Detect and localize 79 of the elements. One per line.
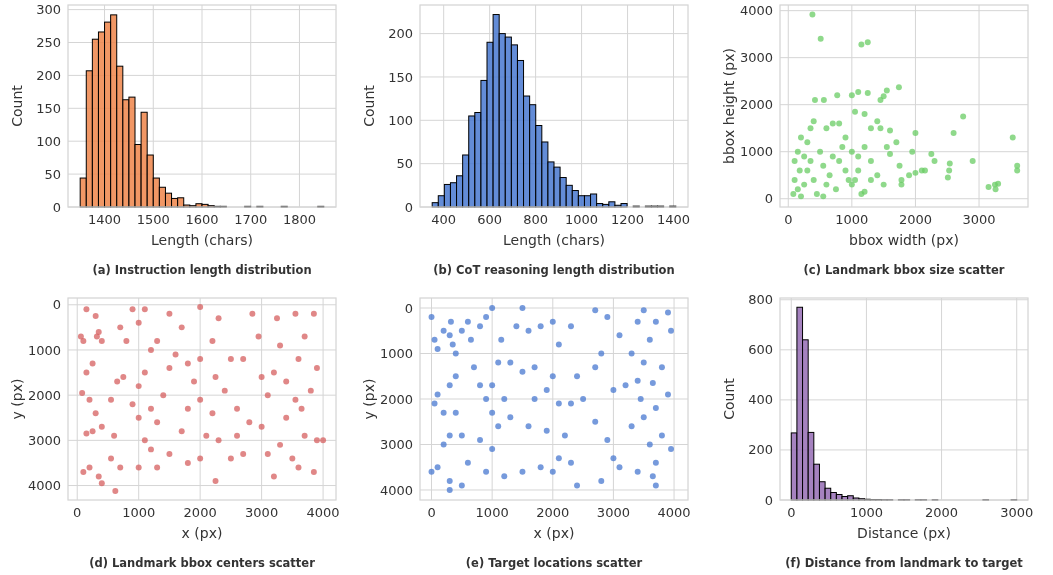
y-tick-label: 4000 — [739, 3, 773, 19]
x-tick-label: 600 — [477, 212, 503, 227]
text: (b) CoT reasoning length distribution — [433, 263, 675, 277]
x-tick-label: 1700 — [234, 212, 268, 227]
text: (a) Instruction length distribution — [92, 263, 312, 277]
y-tick-label: 1000 — [739, 144, 773, 160]
x-tick-label: 2000 — [925, 505, 959, 520]
x-tick-label: 1500 — [136, 212, 170, 227]
y-tick-label: 1000 — [27, 342, 61, 358]
x-axis-title: Length (chars) — [503, 232, 605, 248]
x-tick-label: 0 — [73, 505, 82, 520]
x-tick-label: 3000 — [245, 505, 279, 520]
y-tick-label: 2000 — [379, 391, 413, 407]
y-tick-label: 50 — [44, 166, 61, 182]
y-tick-label: 150 — [36, 100, 61, 116]
y-tick-label: 2000 — [739, 97, 773, 113]
y-tick-label: 400 — [748, 392, 773, 408]
text: (c) Landmark bbox size scatter — [803, 263, 1005, 277]
x-tick-label: 1200 — [611, 212, 645, 227]
text: (f) Distance from landmark to target — [785, 556, 1024, 570]
y-tick-label: 4000 — [27, 478, 61, 494]
y-axis-title: Count — [361, 84, 377, 127]
y-tick-label: 100 — [388, 112, 413, 128]
x-tick-label: 2000 — [183, 505, 217, 520]
x-tick-label: 2000 — [898, 212, 932, 227]
y-tick-label: 800 — [748, 292, 773, 308]
y-tick-label: 200 — [748, 442, 773, 458]
y-tick-label: 150 — [388, 69, 413, 85]
x-tick-label: 0 — [427, 505, 436, 520]
text: (e) Target locations scatter — [465, 556, 643, 570]
x-tick-label: 1800 — [282, 212, 316, 227]
x-tick-label: 4000 — [306, 505, 340, 520]
x-tick-label: 400 — [431, 212, 457, 227]
y-axis-title: y (px) — [361, 378, 377, 420]
y-tick-label: 0 — [764, 492, 773, 508]
y-tick-label: 200 — [36, 67, 61, 83]
y-axis-title: y (px) — [9, 378, 25, 420]
x-tick-label: 4000 — [657, 505, 691, 520]
x-tick-label: 3000 — [596, 505, 630, 520]
x-tick-label: 0 — [784, 212, 793, 227]
x-tick-label: 1000 — [835, 212, 869, 227]
x-tick-label: 800 — [523, 212, 549, 227]
y-tick-label: 50 — [396, 156, 413, 172]
y-tick-label: 0 — [52, 297, 61, 313]
y-tick-label: 0 — [404, 300, 413, 316]
x-tick-label: 3000 — [1000, 505, 1034, 520]
y-tick-label: 300 — [36, 2, 61, 18]
x-axis-title: x (px) — [533, 525, 575, 541]
y-tick-label: 0 — [52, 199, 61, 215]
x-tick-label: 1000 — [475, 505, 509, 520]
x-tick-label: 1000 — [122, 505, 156, 520]
y-tick-label: 1000 — [379, 346, 413, 362]
y-tick-label: 200 — [388, 26, 413, 42]
y-tick-label: 2000 — [27, 387, 61, 403]
x-axis-title: Distance (px) — [857, 525, 951, 541]
x-tick-label: 0 — [787, 505, 796, 520]
y-axis-title: bbox height (px) — [721, 48, 737, 164]
y-axis-title: Count — [721, 377, 737, 420]
text: (d) Landmark bbox centers scatter — [89, 556, 316, 570]
x-tick-label: 3000 — [962, 212, 996, 227]
y-tick-label: 250 — [36, 35, 61, 51]
y-tick-label: 100 — [36, 133, 61, 149]
y-tick-label: 0 — [764, 191, 773, 207]
x-tick-label: 2000 — [536, 505, 570, 520]
x-tick-label: 1400 — [88, 212, 122, 227]
y-tick-label: 0 — [404, 199, 413, 215]
y-axis-title: Count — [9, 84, 25, 127]
x-axis-title: bbox width (px) — [849, 232, 959, 248]
y-tick-label: 4000 — [379, 482, 413, 498]
x-axis-title: Length (chars) — [151, 232, 253, 248]
y-tick-label: 3000 — [27, 432, 61, 448]
x-tick-label: 1600 — [185, 212, 219, 227]
x-axis-title: x (px) — [181, 525, 223, 541]
x-tick-label: 1400 — [656, 212, 691, 227]
x-tick-label: 1000 — [565, 212, 599, 227]
x-tick-label: 1000 — [849, 505, 883, 520]
y-tick-label: 3000 — [739, 50, 773, 66]
y-tick-label: 3000 — [379, 437, 413, 453]
y-tick-label: 600 — [748, 342, 773, 358]
